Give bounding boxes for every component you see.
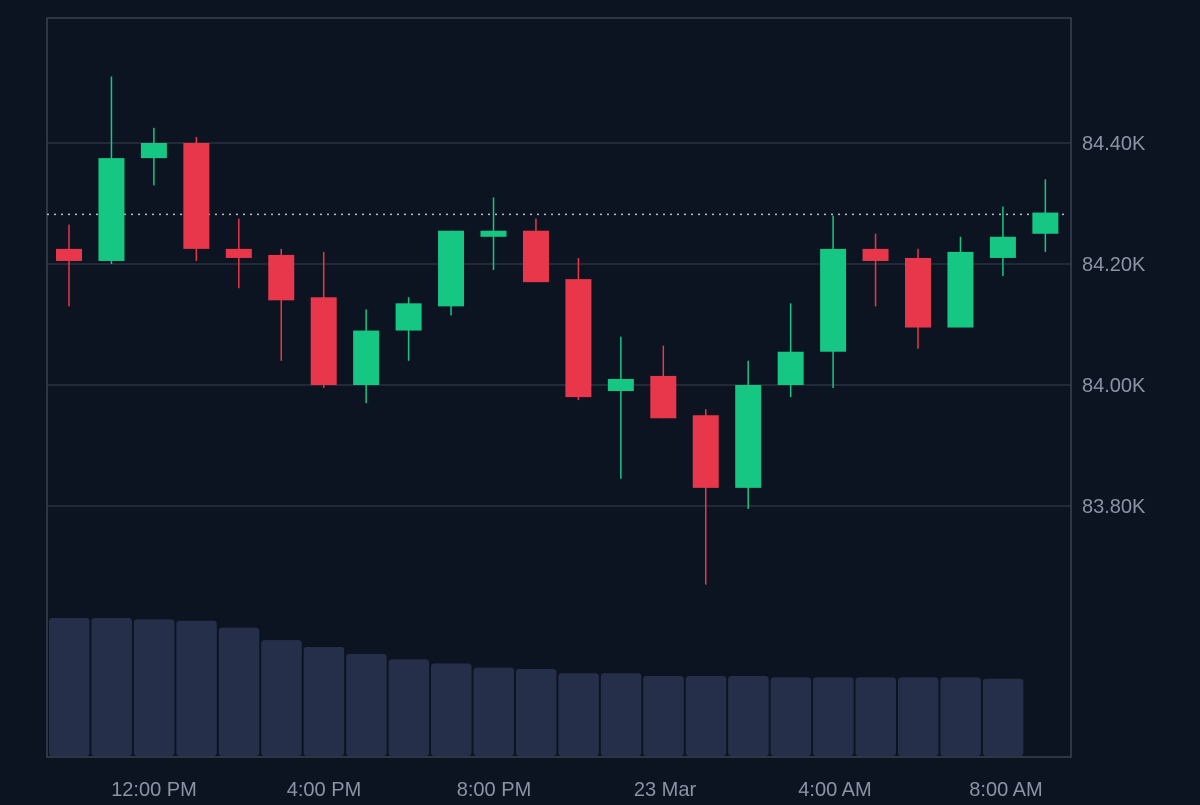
candle-body-up — [820, 248, 847, 352]
volume-bar — [685, 675, 727, 756]
volume-bar — [600, 673, 642, 756]
y-tick-label: 83.80K — [1082, 496, 1146, 518]
candle-body-down — [565, 279, 592, 398]
candle-body-down — [225, 248, 252, 258]
x-tick-label: 8:00 AM — [969, 779, 1042, 800]
candle-body-up — [98, 158, 125, 261]
volume-bar — [855, 677, 896, 756]
volume-bar — [515, 669, 557, 756]
volume-bar — [176, 620, 217, 756]
y-tick-label: 84.40K — [1082, 133, 1146, 155]
volume-bar — [133, 619, 175, 756]
plot-border — [46, 17, 1072, 758]
candle-body-up — [947, 251, 974, 328]
candle-body-up — [989, 236, 1016, 258]
volume-bar — [940, 677, 981, 756]
candle-body-down — [650, 375, 677, 419]
volume-bar — [303, 646, 345, 756]
volume-bar — [898, 677, 939, 756]
volume-bar — [473, 667, 514, 756]
volume-bar — [346, 653, 387, 756]
candle-body-up — [395, 303, 422, 331]
x-tick-label: 4:00 PM — [287, 779, 361, 800]
x-tick-label: 8:00 PM — [457, 779, 531, 800]
volume-bar — [982, 678, 1024, 756]
candle-body-down — [183, 143, 210, 249]
candle-body-down — [522, 230, 549, 283]
volume-bar — [643, 675, 684, 756]
candle-body-up — [438, 230, 465, 307]
candle-body-down — [692, 415, 719, 488]
candle-body-up — [1032, 212, 1059, 234]
candle-body-up — [607, 378, 634, 392]
y-tick-label: 84.20K — [1082, 254, 1146, 276]
volume-bar — [49, 618, 90, 756]
candle-body-down — [905, 257, 931, 328]
volume-bar — [218, 627, 260, 756]
x-tick-label: 12:00 PM — [111, 779, 197, 800]
volume-bar — [558, 673, 599, 756]
candle-body-down — [310, 297, 337, 385]
volume-bar — [728, 675, 769, 756]
volume-bar — [91, 618, 132, 756]
volume-bar — [431, 663, 472, 756]
x-tick-label: 4:00 AM — [798, 779, 871, 800]
candle-body-down — [862, 248, 889, 261]
y-tick-label: 84.00K — [1082, 375, 1146, 397]
candle-body-up — [353, 330, 380, 385]
x-tick-label: 23 Mar — [634, 779, 697, 800]
candle-body-down — [268, 254, 295, 301]
candle-body-up — [735, 385, 762, 488]
candle-body-down — [56, 248, 82, 261]
candle-body-up — [777, 351, 804, 385]
volume-bar — [261, 640, 302, 756]
candle-body-up — [140, 143, 167, 159]
volume-bar — [770, 677, 812, 756]
volume-bar — [813, 677, 854, 756]
candle-body-up — [480, 230, 507, 237]
volume-bar — [388, 659, 430, 756]
